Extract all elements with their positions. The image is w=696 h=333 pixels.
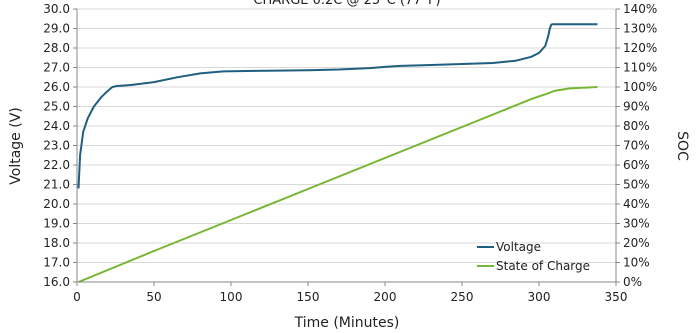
x-tick-label: 200 [374,290,397,304]
y2-tick-label: 90% [623,100,650,114]
gridlines [77,8,616,283]
y2-tick-label: 130% [623,22,657,36]
y-tick-labels: 16.0 17.0 18.0 19.0 20.0 21.0 22.0 23.0 24.0 25.0… [43,2,77,289]
y2-tick-label: 140% [623,2,657,16]
x-tick-label: 0 [73,290,81,304]
y-tick-label: 30.0 [43,2,70,16]
y-tick-label: 27.0 [43,61,70,75]
y2-axis-title: SOC [674,131,690,161]
y2-tick-label: 20% [623,236,650,250]
voltage-series-line [77,23,598,189]
chart-title: CHARGE 0.2C @ 25°C (77°F) [253,0,440,8]
y-tick-label: 18.0 [43,236,70,250]
soc-series-line [78,86,598,283]
series-layer [77,23,598,283]
y-tick-label: 16.0 [43,275,70,289]
y2-tick-label: 40% [623,197,650,211]
y-tick-label: 26.0 [43,80,70,94]
legend-voltage-label: Voltage [496,240,541,254]
y2-tick-label: 70% [623,139,650,153]
y-tick-label: 20.0 [43,197,70,211]
y-tick-label: 24.0 [43,119,70,133]
y2-tick-label: 120% [623,41,657,55]
y-tick-label: 17.0 [43,256,70,270]
x-tick-label: 350 [605,290,628,304]
y2-tick-label: 100% [623,80,657,94]
y-axis-title: Voltage (V) [8,107,24,184]
x-tick-labels: 0 50 100 150 200 250 300 350 [73,282,627,304]
x-axis-title: Time (Minutes) [294,315,400,331]
x-tick-label: 50 [146,290,161,304]
legend-soc-label: State of Charge [496,259,590,273]
y-tick-label: 28.0 [43,41,70,55]
y-tick-label: 21.0 [43,178,70,192]
y-tick-label: 19.0 [43,217,70,231]
x-tick-label: 150 [297,290,320,304]
y2-tick-label: 10% [623,256,650,270]
y-tick-label: 22.0 [43,158,70,172]
y-tick-label: 23.0 [43,139,70,153]
y2-tick-label: 50% [623,178,650,192]
y2-tick-labels: 0% 10% 20% 30% 40% 50% 60% 70% 80% 90% 100% 110% 120… [616,2,657,289]
y2-tick-label: 60% [623,158,650,172]
y2-tick-label: 110% [623,61,657,75]
y-tick-label: 25.0 [43,100,70,114]
y2-tick-label: 30% [623,217,650,231]
y2-tick-label: 0% [623,275,642,289]
x-tick-label: 100 [220,290,243,304]
y2-tick-label: 80% [623,119,650,133]
x-tick-label: 300 [528,290,551,304]
y-tick-label: 29.0 [43,22,70,36]
x-tick-label: 250 [451,290,474,304]
legend: Voltage State of Charge [477,240,590,273]
